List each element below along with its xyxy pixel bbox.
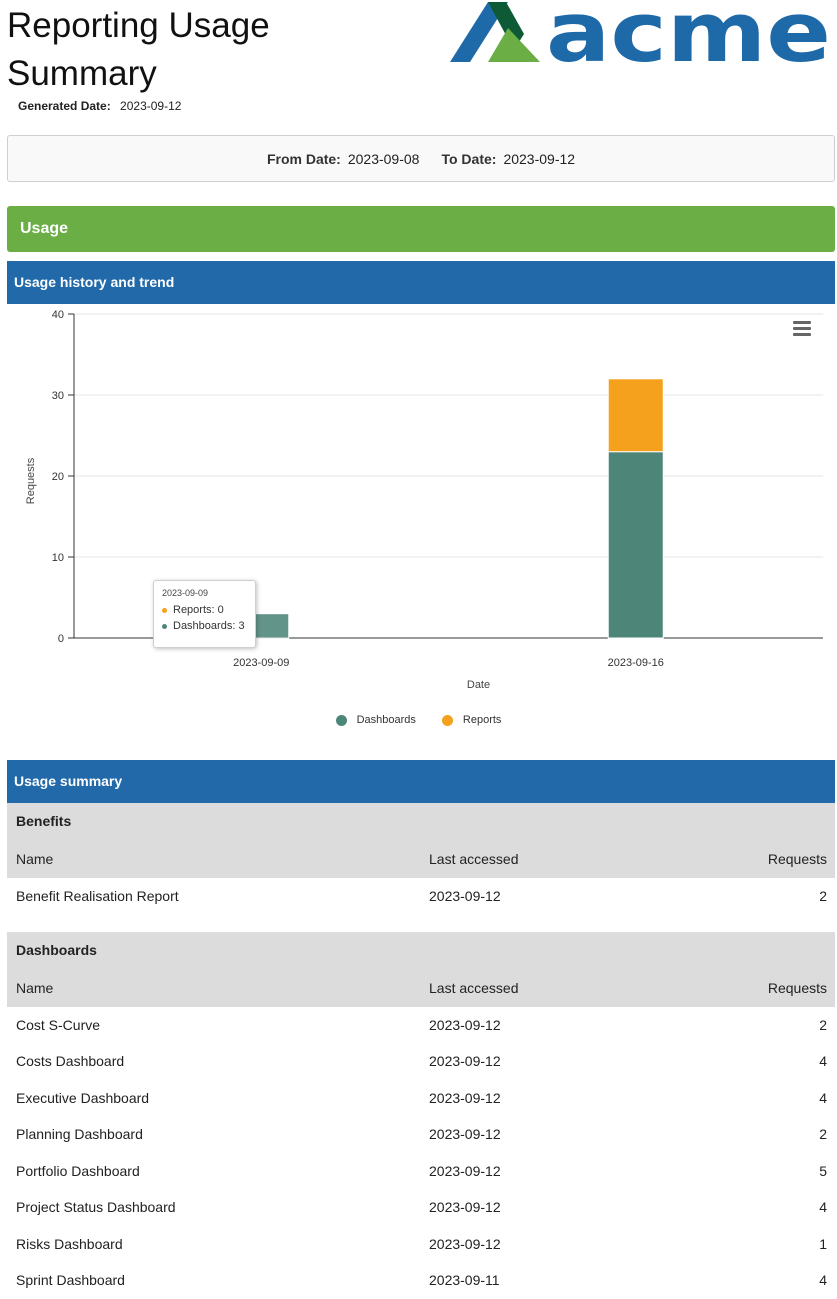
col-requests-header: Requests: [767, 851, 827, 867]
tooltip-header: 2023-09-09: [162, 588, 209, 598]
col-name-header: Name: [16, 851, 54, 867]
column-header-row: Name Last accessed Requests: [7, 968, 835, 1007]
col-last-accessed-header: Last accessed: [429, 979, 519, 996]
row-last-accessed: 2023-09-12: [429, 1126, 501, 1143]
table-row: Planning Dashboard 2023-09-12 2: [7, 1116, 835, 1153]
col-last-accessed-header: Last accessed: [429, 851, 519, 867]
reports-swatch-icon: [441, 714, 453, 726]
row-name: Costs Dashboard: [16, 1053, 125, 1070]
generated-date: Generated Date: 2023-09-12: [18, 99, 181, 113]
col-name-header: Name: [16, 979, 54, 996]
logo-wordmark: acme: [546, 0, 831, 66]
table-row: Cost S-Curve 2023-09-12 2: [7, 1007, 835, 1044]
row-requests: 5: [819, 1162, 827, 1179]
to-date-value: 2023-09-12: [503, 150, 576, 167]
chart-tooltip: 2023-09-09 Reports: 0 Dashboards: 3: [153, 580, 256, 648]
row-name: Risks Dashboard: [16, 1235, 123, 1252]
column-header-row: Name Last accessed Requests: [7, 840, 835, 878]
row-requests: 4: [819, 1053, 827, 1070]
table-row: Sprint Dashboard 2023-09-11 4: [7, 1262, 835, 1299]
row-requests: 1: [819, 1235, 827, 1252]
row-name: Project Status Dashboard: [16, 1199, 176, 1216]
legend-item-dashboards[interactable]: Dashboards: [335, 714, 416, 726]
x-tick-label: 2023-09-16: [608, 657, 664, 669]
row-name: Cost S-Curve: [16, 1016, 101, 1033]
table-row: Portfolio Dashboard 2023-09-12 5: [7, 1153, 835, 1190]
group-title-dashboards: Dashboards: [7, 931, 835, 969]
row-last-accessed: 2023-09-12: [429, 888, 501, 905]
legend-label-dashboards: Dashboards: [356, 714, 416, 726]
tooltip-row-dashboards: Dashboards: 3: [162, 618, 247, 634]
usage-chart: 0 10 20 30 40 2023-09-09 2023-09-16 Date Request…: [7, 304, 835, 744]
row-last-accessed: 2023-09-11: [429, 1272, 500, 1289]
y-tick-label: 10: [52, 552, 64, 564]
page-title: Reporting Usage Summary: [7, 6, 270, 93]
y-tick-label: 30: [52, 390, 64, 402]
row-requests: 2: [819, 1016, 827, 1033]
chart-legend: Dashboards Reports: [0, 714, 837, 726]
usage-chart-svg: 0 10 20 30 40 2023-09-09 2023-09-16 Date Request…: [25, 309, 823, 691]
row-last-accessed: 2023-09-12: [429, 1016, 501, 1033]
generated-date-label: Generated Date:: [18, 99, 111, 113]
x-tick-label: 2023-09-09: [233, 657, 289, 669]
row-requests: 4: [819, 1272, 827, 1289]
usage-summary-table: Benefits Name Last accessed Requests Ben…: [7, 803, 835, 1299]
chart-menu-icon[interactable]: [793, 321, 811, 337]
row-name: Executive Dashboard: [16, 1089, 150, 1106]
row-name: Portfolio Dashboard: [16, 1162, 140, 1179]
legend-item-reports[interactable]: Reports: [441, 714, 502, 726]
table-row: Costs Dashboard 2023-09-12 4: [7, 1043, 835, 1080]
tooltip-row-reports: Reports: 0: [162, 602, 247, 618]
generated-date-value: 2023-09-12: [120, 99, 182, 113]
y-tick-label: 0: [58, 633, 64, 645]
row-name: Benefit Realisation Report: [16, 888, 179, 905]
table-row: Benefit Realisation Report 2023-09-12 2: [7, 878, 835, 915]
row-name: Sprint Dashboard: [16, 1272, 125, 1289]
bar-dashboards-2023-09-16: [607, 451, 664, 639]
table-row: Project Status Dashboard 2023-09-12 4: [7, 1189, 835, 1226]
row-last-accessed: 2023-09-12: [429, 1053, 501, 1070]
row-last-accessed: 2023-09-12: [429, 1235, 501, 1252]
row-last-accessed: 2023-09-12: [429, 1199, 501, 1216]
y-tick-label: 20: [52, 471, 64, 483]
row-requests: 2: [819, 1126, 827, 1143]
y-axis-title: Requests: [25, 457, 37, 504]
row-requests: 2: [819, 888, 827, 905]
legend-label-reports: Reports: [462, 714, 502, 726]
usage-summary-panel-header: Usage summary: [7, 760, 835, 803]
from-date-value: 2023-09-08: [347, 150, 420, 167]
row-last-accessed: 2023-09-12: [429, 1162, 501, 1179]
dashboards-dot-icon: [162, 623, 167, 629]
usage-section-header: Usage: [7, 206, 835, 252]
table-row: Executive Dashboard 2023-09-12 4: [7, 1080, 835, 1117]
bar-reports-2023-09-16: [607, 378, 664, 453]
from-date-label: From Date:: [266, 150, 341, 167]
y-tick-label: 40: [52, 309, 64, 321]
date-range-bar: From Date: 2023-09-08 To Date: 2023-09-1…: [7, 135, 835, 182]
dashboards-swatch-icon: [335, 714, 347, 726]
x-axis-title: Date: [467, 679, 490, 691]
table-row: Risks Dashboard 2023-09-12 1: [7, 1226, 835, 1263]
row-requests: 4: [819, 1199, 827, 1216]
row-requests: 4: [819, 1089, 827, 1106]
group-title-benefits: Benefits: [7, 803, 835, 840]
col-requests-header: Requests: [767, 979, 827, 996]
reports-dot-icon: [162, 607, 167, 613]
usage-history-panel-header: Usage history and trend: [7, 261, 835, 304]
row-name: Planning Dashboard: [16, 1126, 143, 1143]
row-last-accessed: 2023-09-12: [429, 1089, 501, 1106]
acme-logo: acme: [450, 0, 831, 66]
to-date-label: To Date:: [441, 150, 497, 167]
